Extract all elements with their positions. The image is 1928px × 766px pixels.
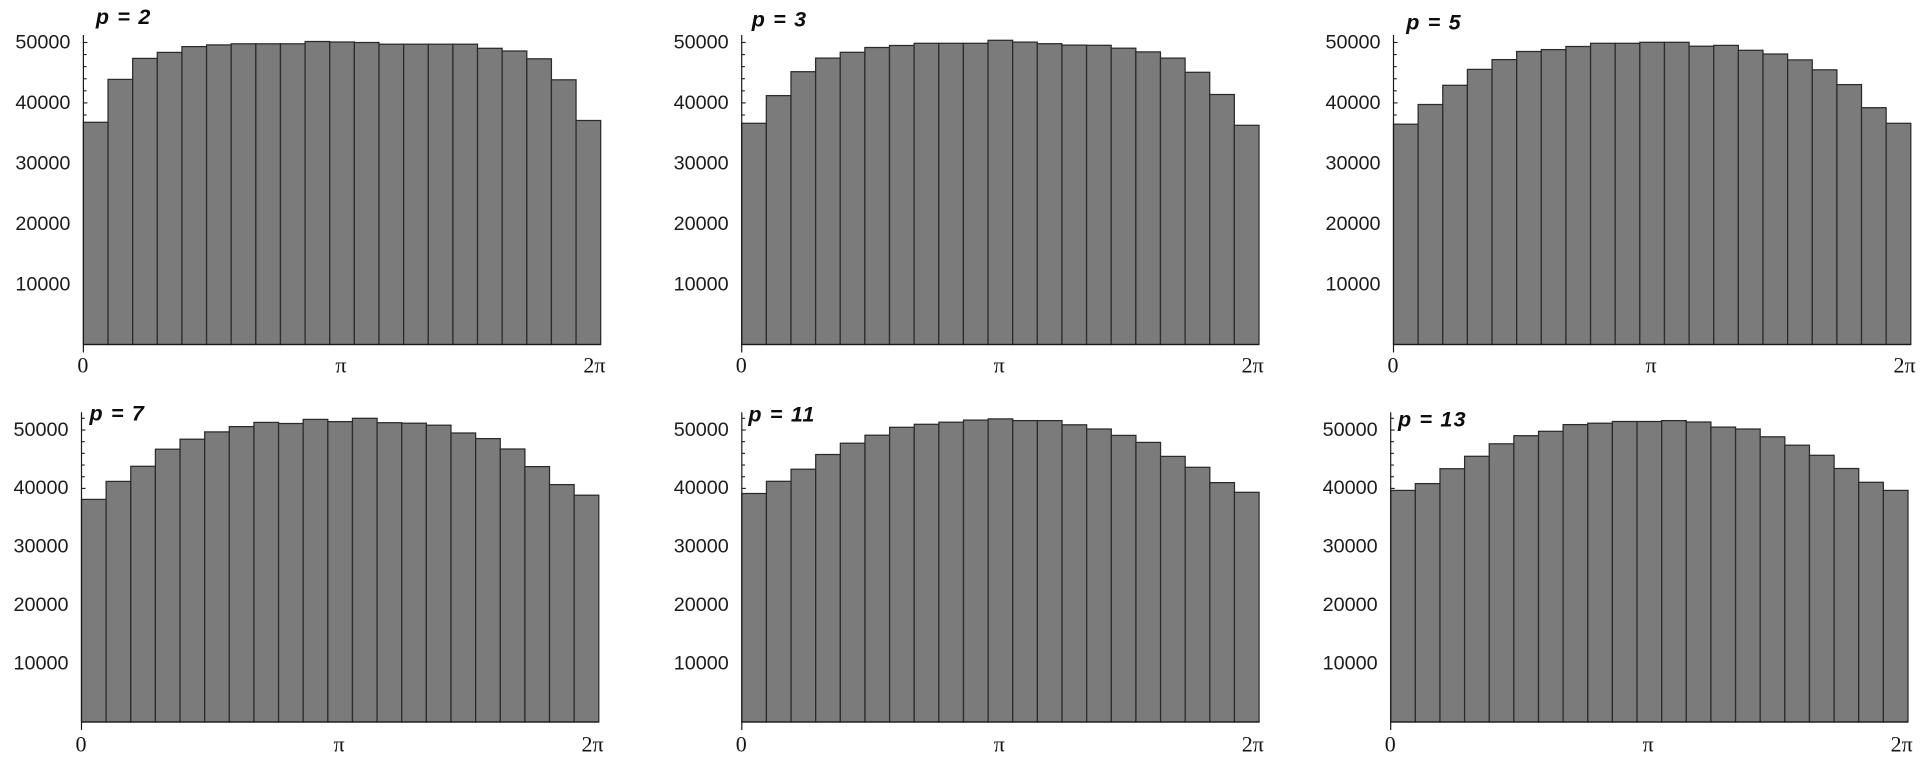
svg-text:50000: 50000: [674, 32, 729, 54]
svg-text:2π: 2π: [1242, 732, 1264, 757]
svg-text:2π: 2π: [1891, 732, 1913, 757]
svg-text:40000: 40000: [1323, 477, 1378, 499]
svg-text:10000: 10000: [674, 652, 729, 674]
svg-text:p = 5: p = 5: [1405, 11, 1462, 35]
svg-text:2π: 2π: [583, 353, 605, 378]
svg-text:10000: 10000: [1325, 273, 1380, 295]
svg-text:40000: 40000: [13, 477, 68, 499]
svg-text:30000: 30000: [13, 536, 68, 558]
svg-text:2π: 2π: [1242, 353, 1264, 378]
svg-text:50000: 50000: [1325, 32, 1380, 54]
svg-text:20000: 20000: [15, 213, 70, 235]
svg-text:0: 0: [76, 732, 87, 757]
svg-text:20000: 20000: [1323, 594, 1378, 616]
svg-text:10000: 10000: [674, 273, 729, 295]
svg-text:p = 11: p = 11: [747, 403, 815, 427]
svg-text:30000: 30000: [1325, 153, 1380, 175]
svg-text:40000: 40000: [1325, 92, 1380, 114]
svg-text:40000: 40000: [15, 92, 70, 114]
svg-text:30000: 30000: [1323, 536, 1378, 558]
svg-text:0: 0: [1388, 353, 1399, 378]
svg-text:p = 2: p = 2: [95, 5, 152, 29]
svg-text:p = 3: p = 3: [751, 8, 808, 32]
svg-text:0: 0: [77, 353, 88, 378]
svg-text:10000: 10000: [1323, 652, 1378, 674]
svg-text:20000: 20000: [1325, 213, 1380, 235]
svg-text:π: π: [1643, 732, 1654, 757]
svg-text:0: 0: [736, 732, 747, 757]
svg-text:50000: 50000: [1323, 419, 1378, 441]
svg-text:π: π: [994, 732, 1005, 757]
svg-text:20000: 20000: [13, 594, 68, 616]
svg-text:π: π: [335, 353, 346, 378]
svg-text:50000: 50000: [674, 419, 729, 441]
svg-text:30000: 30000: [674, 536, 729, 558]
svg-text:20000: 20000: [674, 594, 729, 616]
svg-text:40000: 40000: [674, 92, 729, 114]
svg-text:10000: 10000: [15, 273, 70, 295]
svg-text:50000: 50000: [13, 419, 68, 441]
svg-text:30000: 30000: [674, 153, 729, 175]
svg-text:2π: 2π: [1893, 353, 1915, 378]
svg-text:30000: 30000: [15, 153, 70, 175]
svg-text:20000: 20000: [674, 213, 729, 235]
svg-text:π: π: [994, 353, 1005, 378]
svg-text:p = 13: p = 13: [1397, 408, 1467, 432]
svg-text:π: π: [333, 732, 344, 757]
svg-text:0: 0: [1385, 732, 1396, 757]
svg-text:0: 0: [736, 353, 747, 378]
svg-text:40000: 40000: [674, 477, 729, 499]
svg-text:10000: 10000: [13, 652, 68, 674]
svg-text:50000: 50000: [15, 32, 70, 54]
svg-text:p = 7: p = 7: [89, 402, 146, 426]
svg-text:π: π: [1645, 353, 1656, 378]
svg-text:2π: 2π: [581, 732, 603, 757]
